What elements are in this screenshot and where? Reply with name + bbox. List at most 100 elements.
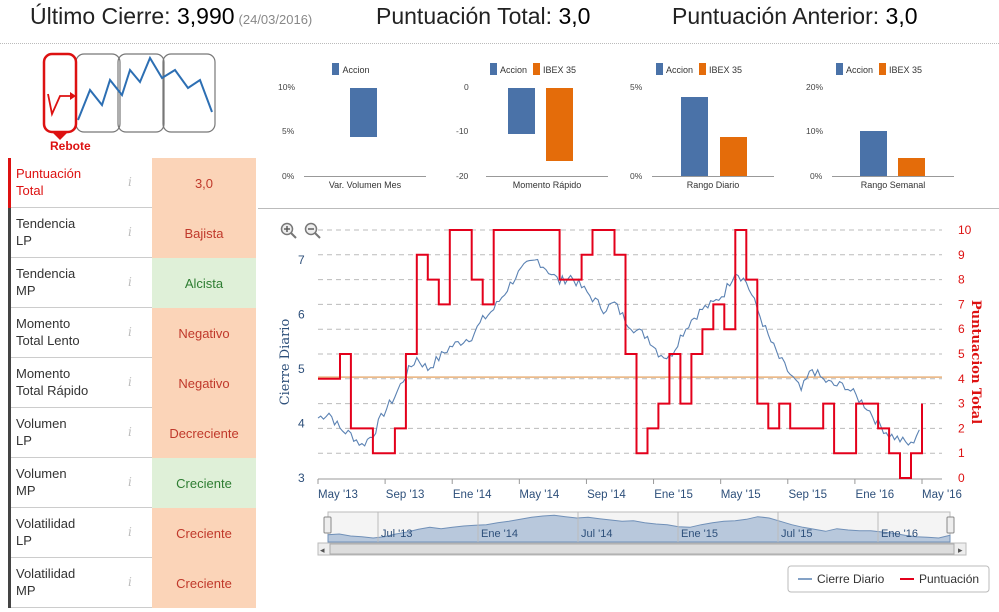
- indicator-name-line1: Momento: [16, 366, 71, 381]
- indicator-row: Volumen MP i Creciente: [8, 458, 256, 508]
- right-tick: 6: [958, 322, 965, 336]
- previous-score: Puntuación Anterior: 3,0: [672, 3, 918, 30]
- left-axis-title: Cierre Diario: [278, 319, 293, 406]
- last-close-label: Último Cierre:: [30, 3, 177, 29]
- info-icon[interactable]: i: [128, 425, 132, 439]
- indicator-name: Volatilidad MP: [8, 558, 152, 608]
- x-label: Momento Rápido: [512, 180, 582, 190]
- indicator-row: Tendencia MP i Alcista: [8, 258, 256, 308]
- info-icon[interactable]: i: [128, 525, 132, 539]
- indicator-name-line2: Total Rápido: [16, 383, 89, 398]
- x-axis: [486, 176, 608, 177]
- indicator-name-line2: LP: [16, 533, 32, 548]
- navigator-handle-left: [323, 516, 332, 534]
- x-tick: Ene '16: [856, 489, 895, 501]
- x-tick: Ene '14: [453, 489, 492, 501]
- mini-chart-momentum: Accion IBEX 35 0 -10 -20 Momento Rápido: [450, 58, 610, 198]
- x-tick: May '13: [318, 489, 358, 501]
- right-tick: 0: [958, 471, 965, 485]
- tick: 0%: [810, 171, 823, 181]
- bar-ibex: [720, 137, 747, 176]
- legend-cierre-diario: Cierre Diario: [817, 572, 885, 586]
- pattern-rebote-icon: [42, 52, 216, 140]
- indicator-name-line2: Total: [16, 183, 44, 198]
- info-icon[interactable]: i: [128, 325, 132, 339]
- left-tick: 7: [298, 253, 305, 267]
- right-tick: 10: [958, 223, 972, 237]
- zoom-in-icon[interactable]: [280, 222, 298, 240]
- zoom-out-icon[interactable]: [304, 222, 322, 240]
- mini-chart-volume: Accion 10% 5% 0% Var. Volumen Mes: [268, 58, 428, 198]
- indicator-name-line1: Volumen: [16, 466, 67, 481]
- indicator-name-line1: Volatilidad: [16, 516, 76, 531]
- x-axis: [304, 176, 426, 177]
- previous-score-value: 3,0: [885, 3, 918, 29]
- right-tick: 9: [958, 248, 965, 262]
- indicator-name-line2: MP: [16, 483, 36, 498]
- legend-swatch-accion: [655, 63, 663, 75]
- indicator-name-line1: Volumen: [16, 416, 67, 431]
- indicator-table: Puntuación Total i 3,0 Tendencia LP i Bajista Te…: [8, 158, 256, 608]
- last-close-date: (24/03/2016): [238, 12, 313, 27]
- info-icon[interactable]: i: [128, 225, 132, 239]
- left-tick: 4: [298, 417, 305, 431]
- indicator-row: Volumen LP i Decreciente: [8, 408, 256, 458]
- total-score-value: 3,0: [558, 3, 591, 29]
- bar-ibex: [546, 88, 573, 161]
- info-icon[interactable]: i: [128, 275, 132, 289]
- indicator-row: Momento Total Lento i Negativo: [8, 308, 256, 358]
- indicator-row: Volatilidad MP i Creciente: [8, 558, 256, 608]
- bar-accion: [508, 88, 535, 135]
- series-puntuacion: [318, 229, 923, 479]
- legend-ibex: IBEX 35: [888, 65, 923, 75]
- left-tick: 3: [298, 471, 305, 485]
- indicator-name-line1: Tendencia: [16, 266, 76, 281]
- right-tick: 1: [958, 446, 965, 460]
- indicator-name-line1: Volatilidad: [16, 566, 76, 581]
- tick: 0%: [282, 171, 295, 181]
- info-icon[interactable]: i: [128, 375, 132, 389]
- info-icon[interactable]: i: [128, 575, 132, 589]
- legend-swatch-accion: [489, 63, 497, 75]
- indicator-name-line2: LP: [16, 233, 32, 248]
- right-tick: 8: [958, 273, 965, 287]
- tick: 0: [464, 82, 469, 92]
- indicator-row: Momento Total Rápido i Negativo: [8, 358, 256, 408]
- indicator-value: 3,0: [152, 158, 256, 208]
- x-tick: May '14: [519, 489, 560, 501]
- scroll-right-icon: ▸: [958, 545, 963, 555]
- info-icon[interactable]: i: [128, 475, 132, 489]
- legend-swatch-ibex: [698, 63, 706, 75]
- legend-puntuacion: Puntuación: [919, 572, 979, 586]
- price-score-chart: 0 1 2 3 4 5 6 7 8 9 10 3 4 5 6 7 Cierre Diario Puntuacion…: [278, 223, 990, 593]
- left-tick: 5: [298, 362, 305, 376]
- main-chart: 0 1 2 3 4 5 6 7 8 9 10 3 4 5 6 7 Cierre Diario Puntuacion…: [270, 212, 999, 612]
- legend-accion: Accion: [665, 65, 693, 75]
- info-icon[interactable]: i: [128, 175, 132, 189]
- bar-accion: [681, 96, 708, 176]
- navigator-series: [327, 514, 951, 543]
- right-tick: 4: [958, 372, 965, 386]
- indicator-value: Negativo: [152, 358, 256, 408]
- mini-legend: Accion: [268, 63, 428, 75]
- indicator-row: Puntuación Total i 3,0: [8, 158, 256, 208]
- indicator-name: Tendencia LP: [8, 208, 152, 258]
- total-score-label: Puntuación Total:: [376, 3, 559, 29]
- legend-swatch-accion: [332, 63, 340, 75]
- total-score: Puntuación Total: 3,0: [376, 3, 590, 30]
- x-label: Rango Semanal: [860, 180, 926, 190]
- left-tick: 6: [298, 308, 305, 322]
- x-tick: Sep '14: [587, 489, 626, 501]
- mini-chart-weekly-range: Accion IBEX 35 20% 10% 0% Rango Semanal: [796, 58, 956, 198]
- navigator-tick: Ene '14: [481, 528, 518, 540]
- indicator-name-line2: MP: [16, 283, 36, 298]
- x-tick: May '15: [721, 489, 761, 501]
- tick: 5%: [630, 82, 643, 92]
- indicator-value: Decreciente: [152, 408, 256, 458]
- indicator-name-line1: Puntuación: [16, 166, 82, 181]
- x-axis: [832, 176, 954, 177]
- navigator-tick: Ene '16: [881, 528, 918, 540]
- last-close-value: 3,990: [176, 3, 235, 29]
- mini-chart-daily-range: Accion IBEX 35 5% 0% Rango Diario: [616, 58, 776, 198]
- x-tick: Sep '13: [386, 489, 425, 501]
